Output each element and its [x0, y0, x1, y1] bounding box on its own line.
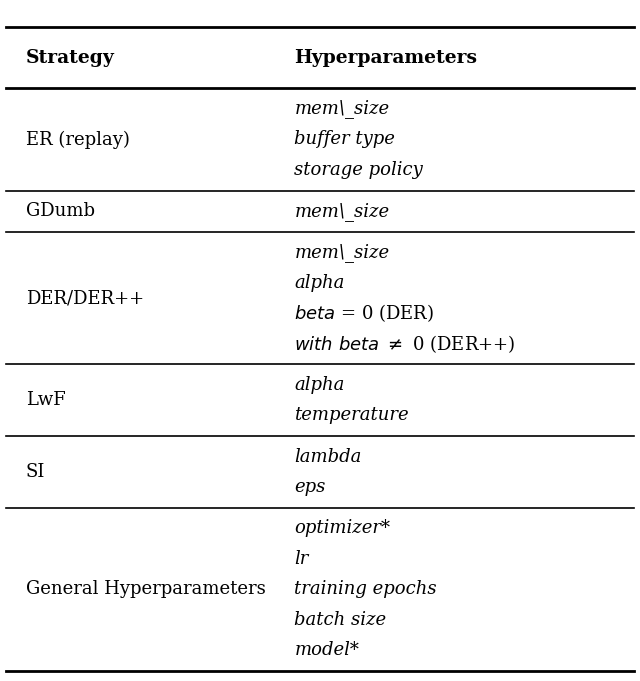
Text: lambda: lambda	[294, 447, 362, 466]
Text: General Hyperparameters: General Hyperparameters	[26, 580, 266, 598]
Text: $\mathit{with\ beta}\ \neq$ 0 (DER++): $\mathit{with\ beta}\ \neq$ 0 (DER++)	[294, 333, 516, 355]
Text: eps: eps	[294, 478, 326, 496]
Text: buffer type: buffer type	[294, 131, 396, 148]
Text: optimizer*: optimizer*	[294, 519, 390, 537]
Text: $\mathit{beta}$ = 0 (DER): $\mathit{beta}$ = 0 (DER)	[294, 302, 435, 324]
Text: LwF: LwF	[26, 391, 65, 409]
Text: mem\_size: mem\_size	[294, 99, 390, 118]
Text: DER/DER++: DER/DER++	[26, 289, 144, 307]
Text: Strategy: Strategy	[26, 49, 115, 67]
Text: model*: model*	[294, 642, 359, 659]
Text: Hyperparameters: Hyperparameters	[294, 49, 477, 67]
Text: temperature: temperature	[294, 407, 409, 424]
Text: SI: SI	[26, 463, 45, 481]
Text: GDumb: GDumb	[26, 202, 95, 220]
Text: ER (replay): ER (replay)	[26, 130, 129, 148]
Text: training epochs: training epochs	[294, 580, 437, 598]
Text: alpha: alpha	[294, 274, 345, 291]
Text: mem\_size: mem\_size	[294, 202, 390, 221]
Text: batch size: batch size	[294, 611, 387, 629]
Text: mem\_size: mem\_size	[294, 243, 390, 262]
Text: storage policy: storage policy	[294, 161, 423, 179]
Text: alpha: alpha	[294, 376, 345, 394]
Text: lr: lr	[294, 550, 308, 568]
